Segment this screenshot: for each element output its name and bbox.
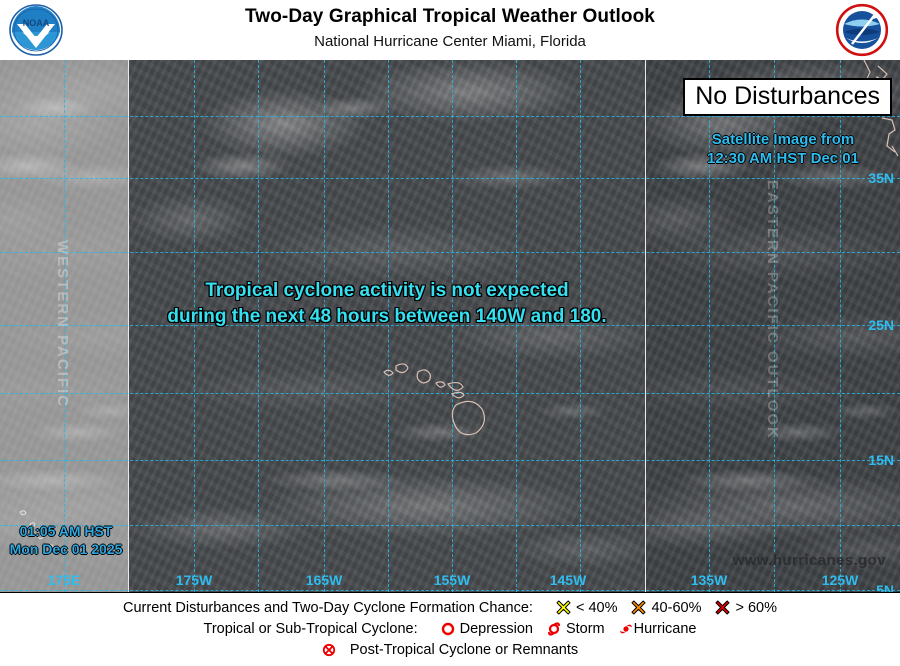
- legend-item-hurricane: Hurricane: [619, 620, 697, 637]
- no-disturbances-badge: No Disturbances: [683, 78, 892, 116]
- lon-label: 165W: [305, 572, 343, 588]
- legend-row-cyclone-types: Tropical or Sub-Tropical Cyclone: Depres…: [0, 618, 900, 639]
- legend-label: Hurricane: [633, 620, 697, 637]
- legend-post-tropical-text: Post-Tropical Cyclone or Remnants: [349, 641, 579, 658]
- satellite-image-timestamp: Satellite Image from 12:30 AM HST Dec 01: [678, 130, 888, 168]
- lon-label: 145W: [549, 572, 587, 588]
- legend-cyclone-type-text: Tropical or Sub-Tropical Cyclone:: [203, 620, 418, 637]
- satellite-caption-line1: Satellite Image from: [711, 131, 855, 148]
- satellite-map[interactable]: 175E 175W 165W 155W 145W 135W 125W 35N 2…: [0, 60, 900, 592]
- eastern-pacific-outlook-label: EASTERN PACIFIC OUTLOOK: [764, 180, 781, 440]
- x-mark-icon: [631, 600, 647, 615]
- lon-label: 135W: [690, 572, 728, 588]
- local-time-line1: 01:05 AM HST: [19, 523, 113, 539]
- outlook-message-line2: during the next 48 hours between 140W an…: [167, 306, 607, 327]
- panel-divider-left: [128, 60, 129, 592]
- page-title: Two-Day Graphical Tropical Weather Outlo…: [245, 6, 655, 27]
- x-mark-icon: [556, 600, 571, 615]
- svg-text:NOAA: NOAA: [23, 18, 50, 28]
- lat-label: 5N: [876, 582, 894, 592]
- lon-label: 175W: [175, 572, 213, 588]
- legend-row-formation-chance: Current Disturbances and Two-Day Cyclone…: [0, 597, 900, 618]
- legend-item-chance-medium: 40-60%: [631, 600, 701, 616]
- legend-label: > 60%: [735, 599, 777, 616]
- page-header: NOAA Two-Day Graphical Tropical Weather …: [0, 0, 900, 60]
- legend-formation-chance-text: Current Disturbances and Two-Day Cyclone…: [123, 599, 533, 616]
- panel-divider-right: [645, 60, 646, 592]
- website-watermark: www.hurricanes.gov: [732, 552, 886, 569]
- lat-label: 25N: [868, 317, 894, 333]
- legend-item-depression: Depression: [441, 621, 533, 637]
- map-panel-central-pacific: [129, 60, 645, 592]
- legend-label: Storm: [565, 620, 605, 637]
- legend-item-chance-high: > 60%: [715, 600, 777, 616]
- legend-item-storm: Storm: [547, 621, 605, 637]
- lon-label: 155W: [433, 572, 471, 588]
- legend-label: Depression: [459, 620, 533, 637]
- nws-logo: [830, 2, 894, 58]
- lon-label: 175E: [47, 572, 81, 588]
- post-tropical-icon: [322, 643, 336, 657]
- western-pacific-label: WESTERN PACIFIC: [54, 240, 71, 409]
- outlook-message-line1: Tropical cyclone activity is not expecte…: [205, 280, 569, 301]
- noaa-logo: NOAA: [4, 2, 68, 58]
- storm-swirl-icon: [547, 621, 561, 636]
- page-subtitle: National Hurricane Center Miami, Florida: [314, 33, 586, 50]
- legend-row-post-tropical: Post-Tropical Cyclone or Remnants: [0, 639, 900, 660]
- legend-item-chance-low: < 40%: [556, 599, 618, 616]
- map-panel-eastern-pacific: [646, 60, 900, 592]
- outlook-message: Tropical cyclone activity is not expecte…: [129, 278, 645, 330]
- satellite-caption-line2: 12:30 AM HST Dec 01: [706, 150, 859, 167]
- lat-label: 35N: [868, 170, 894, 186]
- lat-label: 15N: [868, 452, 894, 468]
- lon-label: 125W: [821, 572, 859, 588]
- local-time-stamp: 01:05 AM HST Mon Dec 01 2025: [2, 522, 130, 558]
- local-time-line2: Mon Dec 01 2025: [9, 541, 123, 557]
- x-mark-icon: [715, 600, 731, 615]
- hurricane-swirl-icon: [619, 622, 633, 636]
- legend-label: < 40%: [575, 599, 618, 616]
- legend: Current Disturbances and Two-Day Cyclone…: [0, 592, 900, 666]
- legend-label: 40-60%: [651, 599, 702, 616]
- depression-circle-icon: [441, 622, 455, 636]
